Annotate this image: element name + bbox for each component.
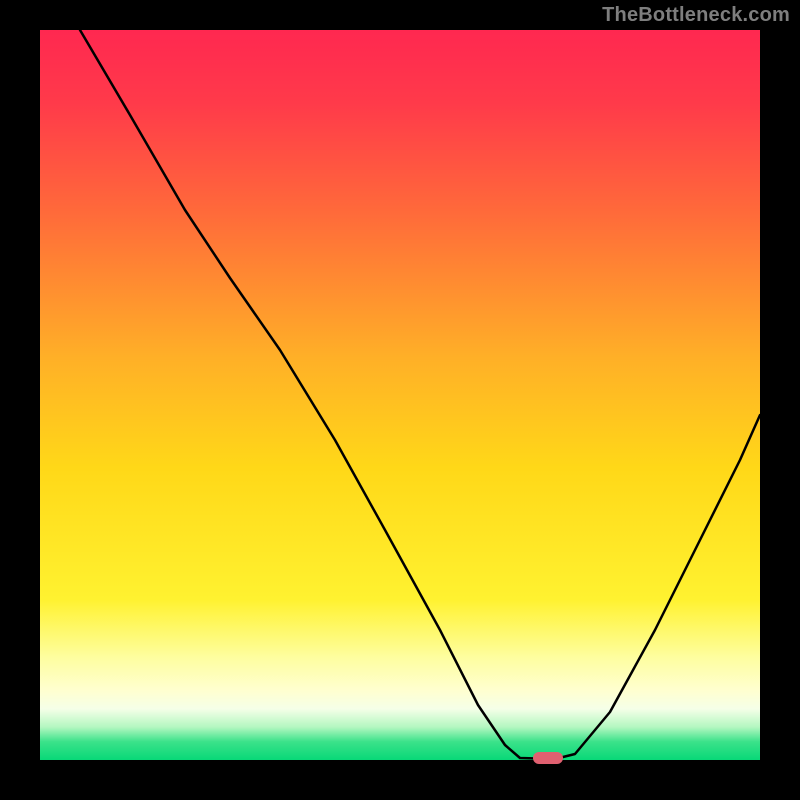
plot-background <box>40 30 760 760</box>
optimal-marker <box>533 752 563 764</box>
chart-stage: TheBottleneck.com <box>0 0 800 800</box>
bottleneck-curve-chart <box>0 0 800 800</box>
watermark-text: TheBottleneck.com <box>602 4 790 27</box>
